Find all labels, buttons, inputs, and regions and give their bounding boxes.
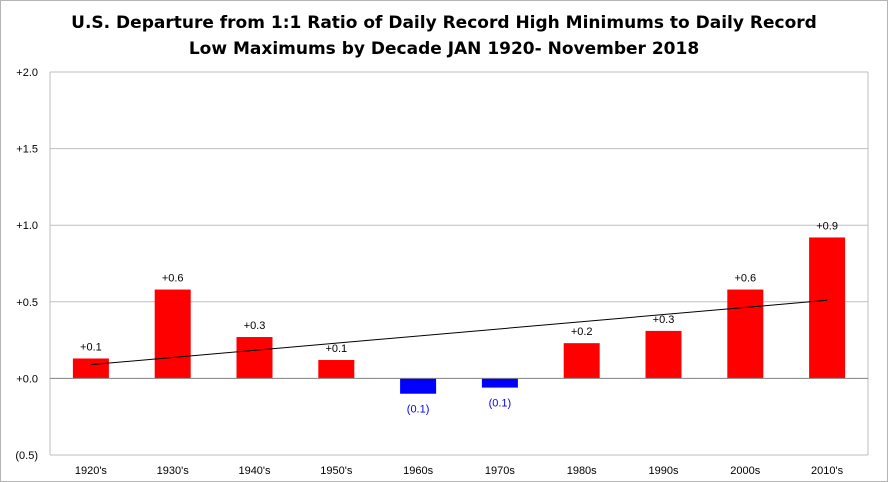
bar [72,358,109,379]
chart-title-line-1: U.S. Departure from 1:1 Ratio of Daily R… [71,13,817,33]
chart-title-line-2: Low Maximums by Decade JAN 1920- Novembe… [188,39,700,59]
x-tick-label: 1990s [649,465,679,477]
trendline-group [90,299,828,366]
gridlines [49,71,869,456]
data-label: +0.1 [80,341,102,353]
chart-title: U.S. Departure from 1:1 Ratio of Daily R… [0,10,888,62]
x-tick-label: 1980s [567,465,597,477]
x-tick-label: 1940's [238,465,271,477]
y-tick-label: +1.5 [16,144,38,156]
data-label: +0.2 [571,326,593,338]
x-tick-label: 1950's [320,465,353,477]
x-tick-label: 1930's [157,465,190,477]
y-tick-label: +2.0 [16,67,38,79]
bar [400,378,437,394]
bar [645,330,682,379]
x-tick-label: 2000s [730,465,760,477]
data-label: (0.1) [407,404,430,416]
bar [236,337,273,379]
bar [563,343,600,379]
x-axis-ticks: 1920's 1930's 1940's 1950's 1960s 1970s 1980s 1… [75,465,844,477]
data-label: +0.6 [162,273,184,285]
bar [727,289,764,379]
x-tick-label: 1970s [485,465,515,477]
data-label: (0.1) [489,398,512,410]
x-tick-label: 1920's [75,465,108,477]
y-tick-label: (0.5) [15,450,38,462]
bar [809,237,846,379]
x-tick-label: 1960s [403,465,433,477]
data-label: +0.6 [734,273,756,285]
data-label: +0.9 [816,220,838,232]
y-axis-ticks: +2.0 +1.5 +1.0 +0.5 +0.0 (0.5) [15,67,38,462]
y-tick-label: +0.0 [16,373,38,385]
y-tick-label: +1.0 [16,220,38,232]
data-label: +0.1 [325,343,347,355]
bars [50,237,868,394]
data-labels: +0.1 +0.6 +0.3 +0.1 (0.1) (0.1) +0.2 +0.3 +0.6 +0… [80,220,838,415]
trendline [90,299,828,366]
x-tick-label: 2010's [811,465,844,477]
data-label: +0.3 [244,320,266,332]
y-tick-label: +0.5 [16,297,38,309]
bar [481,378,518,388]
bar [318,360,355,379]
bar [154,289,191,379]
data-label: +0.3 [653,314,675,326]
